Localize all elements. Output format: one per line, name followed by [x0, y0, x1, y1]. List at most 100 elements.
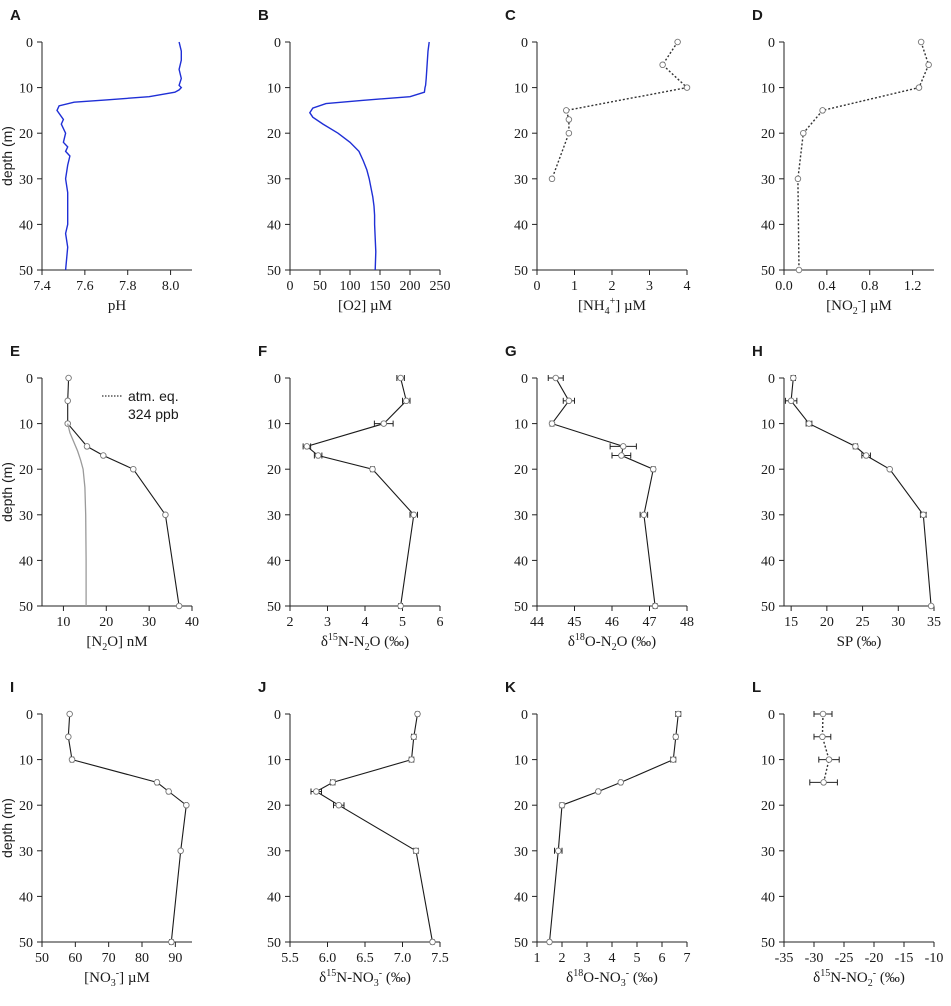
data-point	[380, 420, 388, 427]
data-point	[563, 107, 570, 114]
y-tick-label: 0	[768, 708, 775, 723]
data-point	[805, 420, 813, 427]
y-tick-label: 30	[267, 845, 281, 860]
data-point	[819, 710, 827, 718]
y-tick-label: 10	[514, 754, 528, 769]
data-point	[917, 38, 925, 46]
x-tick-label: 3	[584, 951, 591, 966]
y-tick-label: 50	[514, 264, 528, 279]
panel-E: E0 10 20 30 40 50 10 20 30 40 [N2O] nM depth (m) atm…	[0, 343, 199, 653]
y-tick-label: 20	[761, 463, 775, 478]
x-axis-label: [NO3-] µM	[84, 968, 150, 989]
y-tick-label: 10	[267, 754, 281, 769]
x-tick-label: 5	[634, 951, 641, 966]
panel-letter: H	[752, 343, 763, 360]
data-point	[165, 788, 172, 795]
x-axis-label: [NO2-] µM	[826, 296, 892, 317]
series-line	[797, 41, 930, 271]
y-tick-label: 30	[267, 173, 281, 188]
y-tick-label: 30	[19, 173, 33, 188]
y-tick-label: 50	[761, 600, 775, 615]
data-point	[303, 443, 311, 450]
data-point	[659, 61, 666, 69]
x-axis-label: SP (‰)	[837, 634, 882, 650]
x-tick-label: 47	[643, 615, 657, 630]
data-point	[66, 710, 73, 718]
y-tick-label: 0	[274, 36, 281, 51]
y-tick-label: 20	[761, 127, 775, 142]
x-tick-label: 2	[609, 279, 616, 294]
y-tick-label: 40	[267, 554, 281, 569]
series-line	[56, 41, 183, 271]
x-axis-label: δ15N-N2O (‰)	[321, 632, 409, 653]
y-tick-label: 40	[514, 554, 528, 569]
data-point	[558, 801, 566, 809]
data-point	[100, 452, 107, 459]
y-tick-label: 20	[514, 463, 528, 478]
panel-letter: D	[752, 7, 763, 24]
x-tick-label: 50	[35, 951, 49, 966]
y-tick-label: 40	[19, 218, 33, 233]
x-tick-label: 100	[340, 279, 361, 294]
y-tick-label: 0	[768, 36, 775, 51]
y-tick-label: 50	[761, 936, 775, 951]
y-tick-label: 40	[19, 554, 33, 569]
data-point	[548, 175, 556, 183]
x-tick-label: -30	[805, 951, 824, 966]
series-line	[67, 713, 187, 943]
data-point	[313, 788, 320, 795]
x-tick-label: 7.4	[33, 279, 51, 294]
y-tick-label: 50	[761, 264, 775, 279]
data-point	[915, 84, 923, 91]
data-point	[410, 733, 418, 741]
data-point	[651, 602, 659, 610]
y-tick-label: 40	[267, 890, 281, 905]
data-point	[335, 801, 343, 809]
data-point	[819, 107, 826, 114]
data-point	[555, 847, 562, 855]
y-tick-label: 40	[19, 890, 33, 905]
data-point	[183, 801, 190, 809]
data-point	[369, 465, 376, 473]
data-point	[403, 397, 410, 405]
x-tick-label: 30	[891, 615, 905, 630]
data-point	[819, 733, 826, 741]
data-point	[794, 175, 802, 183]
y-tick-label: 30	[761, 845, 775, 860]
y-tick-label: 20	[514, 127, 528, 142]
data-point	[412, 847, 420, 855]
data-point	[168, 938, 175, 946]
x-tick-label: 4	[684, 279, 691, 294]
y-tick-label: 10	[761, 82, 775, 97]
data-point	[674, 38, 681, 46]
y-tick-label: 20	[514, 799, 528, 814]
data-point	[683, 84, 691, 91]
x-tick-label: 60	[68, 951, 82, 966]
x-tick-label: 2	[559, 951, 566, 966]
data-point	[790, 374, 797, 382]
y-tick-label: 50	[514, 936, 528, 951]
x-tick-label: 0.0	[775, 279, 793, 294]
x-tick-label: 25	[856, 615, 870, 630]
data-point	[329, 779, 337, 786]
y-tick-label: 20	[19, 127, 33, 142]
data-point	[670, 756, 677, 763]
data-point	[640, 511, 648, 519]
data-point	[672, 733, 680, 741]
data-point	[548, 420, 556, 427]
data-point	[314, 452, 322, 459]
x-tick-label: 5	[399, 615, 406, 630]
data-point	[787, 397, 795, 405]
x-tick-label: 6.5	[356, 951, 374, 966]
x-axis-label: pH	[108, 298, 127, 314]
x-tick-label: 44	[530, 615, 544, 630]
panel-letter: C	[505, 7, 516, 24]
data-point	[408, 756, 415, 763]
data-point	[175, 602, 183, 610]
y-tick-label: 50	[267, 264, 281, 279]
panel-letter: G	[505, 343, 517, 360]
data-point	[820, 779, 827, 786]
x-tick-label: 5.5	[281, 951, 299, 966]
